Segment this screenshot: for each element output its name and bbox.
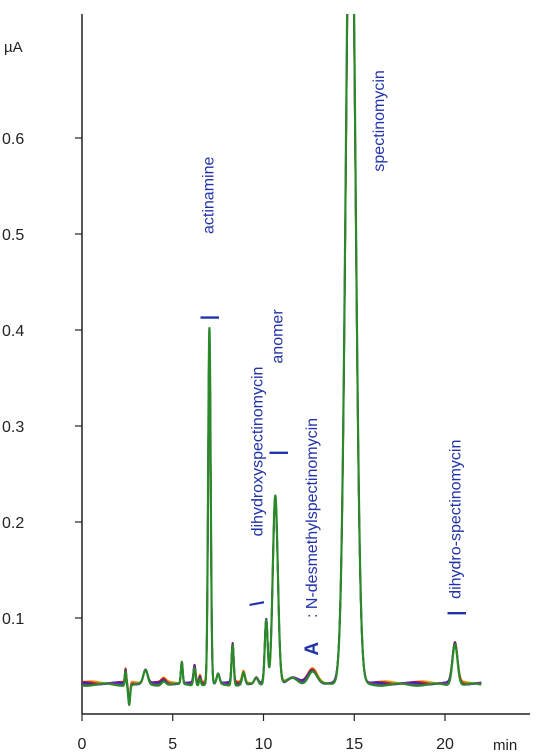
peak-label: : N-desmethylspectinomycin: [304, 418, 321, 618]
x-tick-label: 10: [255, 736, 273, 753]
x-tick-label: 5: [168, 736, 177, 753]
peak-label: dihydroxyspectinomycin: [250, 367, 267, 537]
x-tick-label: 20: [436, 736, 454, 753]
y-tick-label: 0.4: [2, 323, 24, 340]
y-tick-label: 0.6: [2, 131, 24, 148]
x-tick-label: 0: [78, 736, 87, 753]
y-tick-label: 0.3: [2, 419, 24, 436]
traces: [82, 14, 483, 706]
peak-label: dihydro-spectinomycin: [447, 440, 464, 599]
y-unit-label: µA: [4, 39, 23, 56]
peak-label: actinamine: [201, 157, 218, 234]
peak-marker: A: [302, 642, 323, 656]
y-tick-label: 0.2: [2, 515, 24, 532]
peak-label: spectinomycin: [371, 70, 388, 171]
x-unit-label: min: [493, 737, 517, 754]
axes: 0 5 10 15 20 0.1 0.2 0.3 0.4 0.5 0.6: [2, 14, 530, 753]
peak-marker: \: [248, 600, 269, 606]
chromatogram-trace: [82, 14, 483, 706]
peak-marker: |: [199, 315, 220, 320]
y-tick-label: 0.5: [2, 227, 24, 244]
y-tick-label: 0.1: [2, 611, 24, 628]
peak-annotations: |actinamine\dihydroxyspectinomycin |anome…: [199, 70, 467, 655]
x-tick-label: 15: [345, 736, 363, 753]
peak-marker: |: [445, 611, 466, 616]
peak-label: anomer: [270, 309, 287, 364]
peak-marker: |: [268, 450, 289, 455]
